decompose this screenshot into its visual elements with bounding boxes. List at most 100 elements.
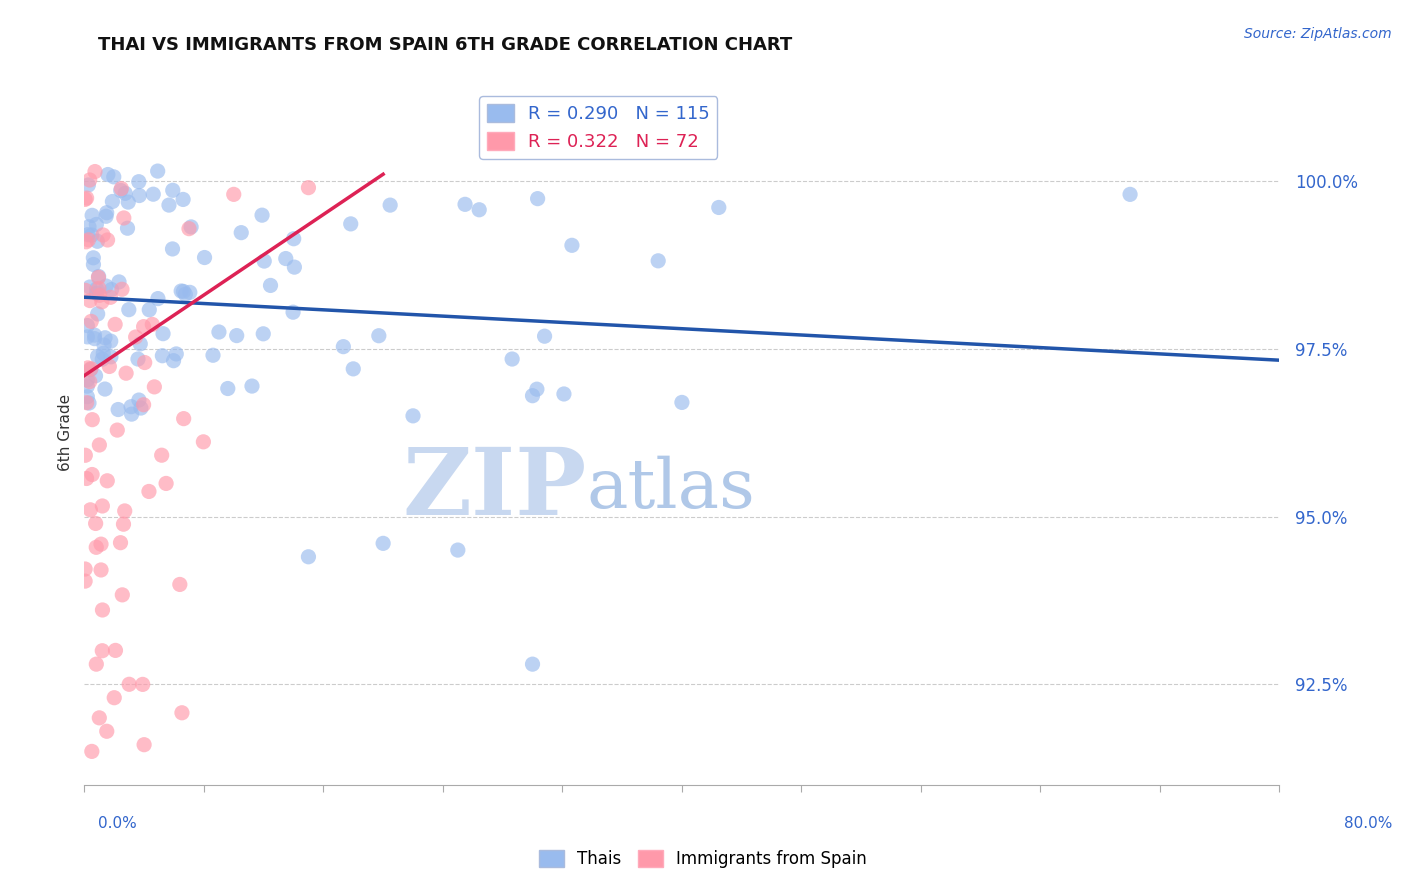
Point bbox=[134, 355, 156, 369]
Point bbox=[177, 221, 200, 235]
Point bbox=[91, 227, 114, 242]
Point bbox=[222, 187, 245, 202]
Point bbox=[76, 379, 98, 393]
Point bbox=[162, 183, 184, 197]
Point bbox=[103, 169, 125, 184]
Point bbox=[82, 412, 104, 426]
Point bbox=[84, 516, 107, 531]
Point bbox=[231, 226, 253, 240]
Point bbox=[201, 348, 224, 362]
Point bbox=[468, 202, 491, 217]
Point bbox=[90, 563, 112, 577]
Point bbox=[94, 209, 117, 223]
Point bbox=[91, 352, 114, 367]
Point bbox=[76, 360, 98, 375]
Point bbox=[165, 347, 187, 361]
Point bbox=[82, 251, 104, 265]
Point bbox=[100, 283, 122, 297]
Point bbox=[76, 318, 98, 333]
Text: ZIP: ZIP bbox=[402, 444, 586, 534]
Point bbox=[129, 401, 152, 415]
Point bbox=[89, 288, 111, 302]
Point bbox=[77, 233, 100, 247]
Point bbox=[297, 549, 319, 564]
Point bbox=[114, 186, 136, 201]
Point bbox=[143, 380, 166, 394]
Text: Source: ZipAtlas.com: Source: ZipAtlas.com bbox=[1244, 27, 1392, 41]
Text: 0.0%: 0.0% bbox=[98, 816, 138, 831]
Point bbox=[150, 349, 173, 363]
Point bbox=[83, 328, 105, 343]
Text: atlas: atlas bbox=[586, 456, 755, 522]
Point bbox=[112, 517, 135, 532]
Point bbox=[75, 562, 97, 576]
Point bbox=[77, 219, 100, 234]
Point bbox=[141, 318, 163, 332]
Point bbox=[79, 362, 101, 376]
Point bbox=[373, 536, 395, 550]
Point bbox=[86, 350, 108, 364]
Point bbox=[79, 280, 101, 294]
Point bbox=[127, 351, 149, 366]
Point bbox=[97, 168, 120, 182]
Point bbox=[79, 375, 101, 389]
Point bbox=[162, 353, 184, 368]
Point bbox=[110, 181, 132, 195]
Point bbox=[80, 361, 103, 376]
Point bbox=[120, 400, 142, 414]
Point bbox=[77, 396, 100, 410]
Point bbox=[647, 253, 669, 268]
Y-axis label: 6th Grade: 6th Grade bbox=[58, 394, 73, 471]
Point bbox=[96, 724, 118, 739]
Point bbox=[533, 329, 555, 343]
Point bbox=[142, 187, 165, 202]
Point bbox=[108, 275, 131, 289]
Point bbox=[526, 192, 548, 206]
Point bbox=[79, 293, 101, 308]
Point bbox=[84, 164, 107, 178]
Point bbox=[100, 350, 122, 364]
Point bbox=[367, 328, 389, 343]
Point bbox=[84, 368, 107, 383]
Point bbox=[1119, 187, 1142, 202]
Point bbox=[115, 366, 138, 380]
Point bbox=[180, 219, 202, 234]
Point bbox=[103, 690, 125, 705]
Point bbox=[110, 184, 132, 198]
Point bbox=[89, 711, 111, 725]
Point bbox=[169, 577, 191, 591]
Point bbox=[87, 270, 110, 285]
Point bbox=[152, 326, 174, 341]
Point bbox=[76, 330, 98, 344]
Point bbox=[138, 484, 160, 499]
Point bbox=[217, 382, 239, 396]
Point bbox=[94, 279, 117, 293]
Point bbox=[110, 535, 132, 549]
Point bbox=[79, 503, 101, 517]
Point bbox=[128, 392, 150, 407]
Point bbox=[193, 251, 215, 265]
Point bbox=[146, 164, 169, 178]
Point bbox=[170, 706, 193, 720]
Point bbox=[75, 574, 97, 588]
Point bbox=[128, 175, 150, 189]
Point bbox=[86, 234, 108, 248]
Point bbox=[104, 318, 127, 332]
Point bbox=[117, 221, 139, 235]
Point bbox=[86, 307, 108, 321]
Point bbox=[75, 284, 97, 298]
Point bbox=[76, 373, 98, 387]
Point bbox=[671, 395, 693, 409]
Point bbox=[86, 282, 108, 296]
Point bbox=[118, 677, 141, 691]
Point bbox=[107, 402, 129, 417]
Point bbox=[501, 352, 523, 367]
Point bbox=[121, 407, 143, 421]
Point bbox=[332, 340, 354, 354]
Point bbox=[174, 287, 197, 301]
Point bbox=[553, 387, 575, 401]
Point bbox=[402, 409, 425, 423]
Point bbox=[208, 325, 231, 339]
Point bbox=[98, 359, 121, 374]
Point bbox=[86, 657, 108, 672]
